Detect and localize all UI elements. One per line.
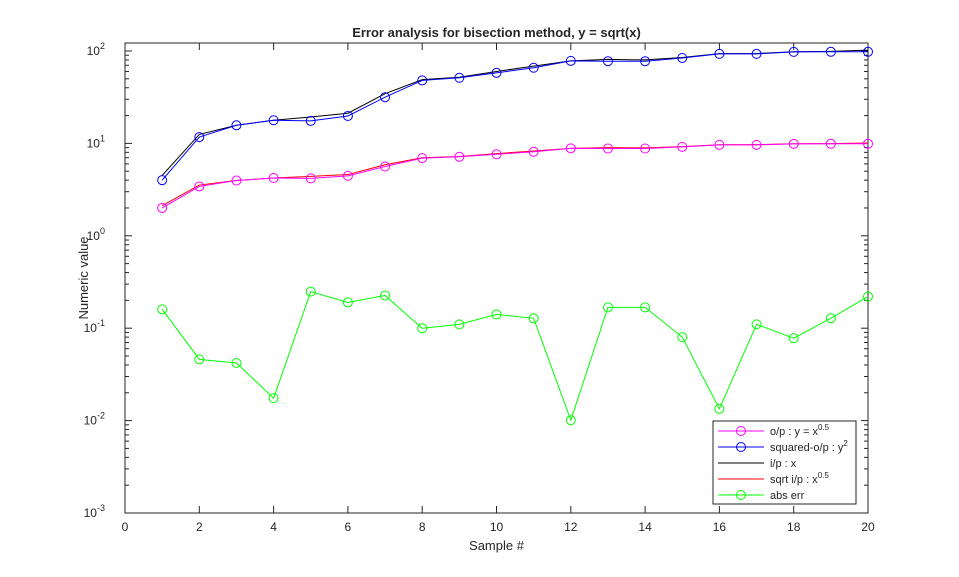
data-point [417,323,428,334]
data-point [417,153,428,164]
data-point [825,138,836,149]
x-tick-label: 16 [713,520,727,534]
y-tick-label: 101 [87,133,105,150]
data-point [268,173,279,184]
data-point [825,46,836,57]
data-point [565,415,576,426]
data-point [751,319,762,330]
data-point [528,146,539,157]
series-line-3 [161,143,868,209]
x-tick-label: 20 [861,520,875,534]
legend-marker [736,442,746,452]
data-point [788,333,799,344]
x-tick-label: 18 [787,520,801,534]
data-point [157,202,168,213]
data-point [751,48,762,59]
data-point [714,139,725,150]
chart-title: Error analysis for bisection method, y =… [352,25,641,40]
data-point [305,286,316,297]
data-point [714,48,725,59]
legend-label: squared-o/p : y2 [770,439,848,454]
y-axis-label: Numeric value [76,236,91,319]
data-point [157,175,168,186]
data-point [454,72,465,83]
data-point [751,139,762,150]
y-tick-label: 100 [87,226,105,243]
data-point [825,313,836,324]
data-point [454,319,465,330]
legend-label: abs err [770,490,805,502]
data-point [491,309,502,320]
data-point [677,52,688,63]
data-point [194,181,205,192]
data-point [194,132,205,143]
data-point [268,393,279,404]
x-tick-label: 0 [122,520,129,534]
x-tick-label: 14 [638,520,652,534]
x-tick-label: 8 [419,520,426,534]
data-point [602,143,613,154]
x-tick-label: 4 [270,520,277,534]
data-point [565,143,576,154]
legend-marker [736,490,746,500]
data-point [640,56,651,67]
data-point [380,290,391,301]
data-point [231,120,242,131]
x-tick-label: 2 [196,520,203,534]
data-point [565,55,576,66]
data-point [528,62,539,73]
data-point [640,143,651,154]
series-line-4 [161,290,869,422]
data-point [305,173,316,184]
data-point [380,92,391,103]
data-point [231,175,242,186]
data-point [602,302,613,313]
data-point [677,332,688,343]
data-point [454,151,465,162]
legend-label: sqrt i/p : x0.5 [770,471,829,486]
data-point [305,115,316,126]
axes-box [124,42,869,514]
data-point [231,358,242,369]
data-point [640,302,651,313]
series-line-1 [161,51,868,181]
data-point [602,56,613,67]
y-tick-label: 10-1 [84,318,105,335]
x-tick-label: 6 [345,520,352,534]
y-tick-label: 10-2 [84,411,105,428]
data-point [417,75,428,86]
data-point [788,138,799,149]
data-point [342,297,353,308]
legend-marker [736,426,746,436]
x-axis-label: Sample # [469,538,525,553]
x-tick-label: 12 [564,520,578,534]
data-point [194,354,205,365]
data-point [342,170,353,181]
legend-label: i/p : x [770,458,797,470]
data-point [863,138,873,149]
data-point [863,291,873,302]
legend-label: o/p : y = x0.5 [770,423,830,438]
data-point [342,110,353,121]
data-point [714,403,725,414]
y-tick-label: 102 [87,41,105,58]
data-point [491,67,502,78]
x-tick-label: 10 [490,520,504,534]
data-point [788,46,799,57]
data-point [380,161,391,172]
data-point [268,115,279,126]
data-point [677,141,688,152]
data-point [157,304,168,315]
data-point [863,46,873,57]
data-point [528,313,539,324]
y-tick-label: 10-3 [84,503,105,520]
data-point [491,149,502,160]
